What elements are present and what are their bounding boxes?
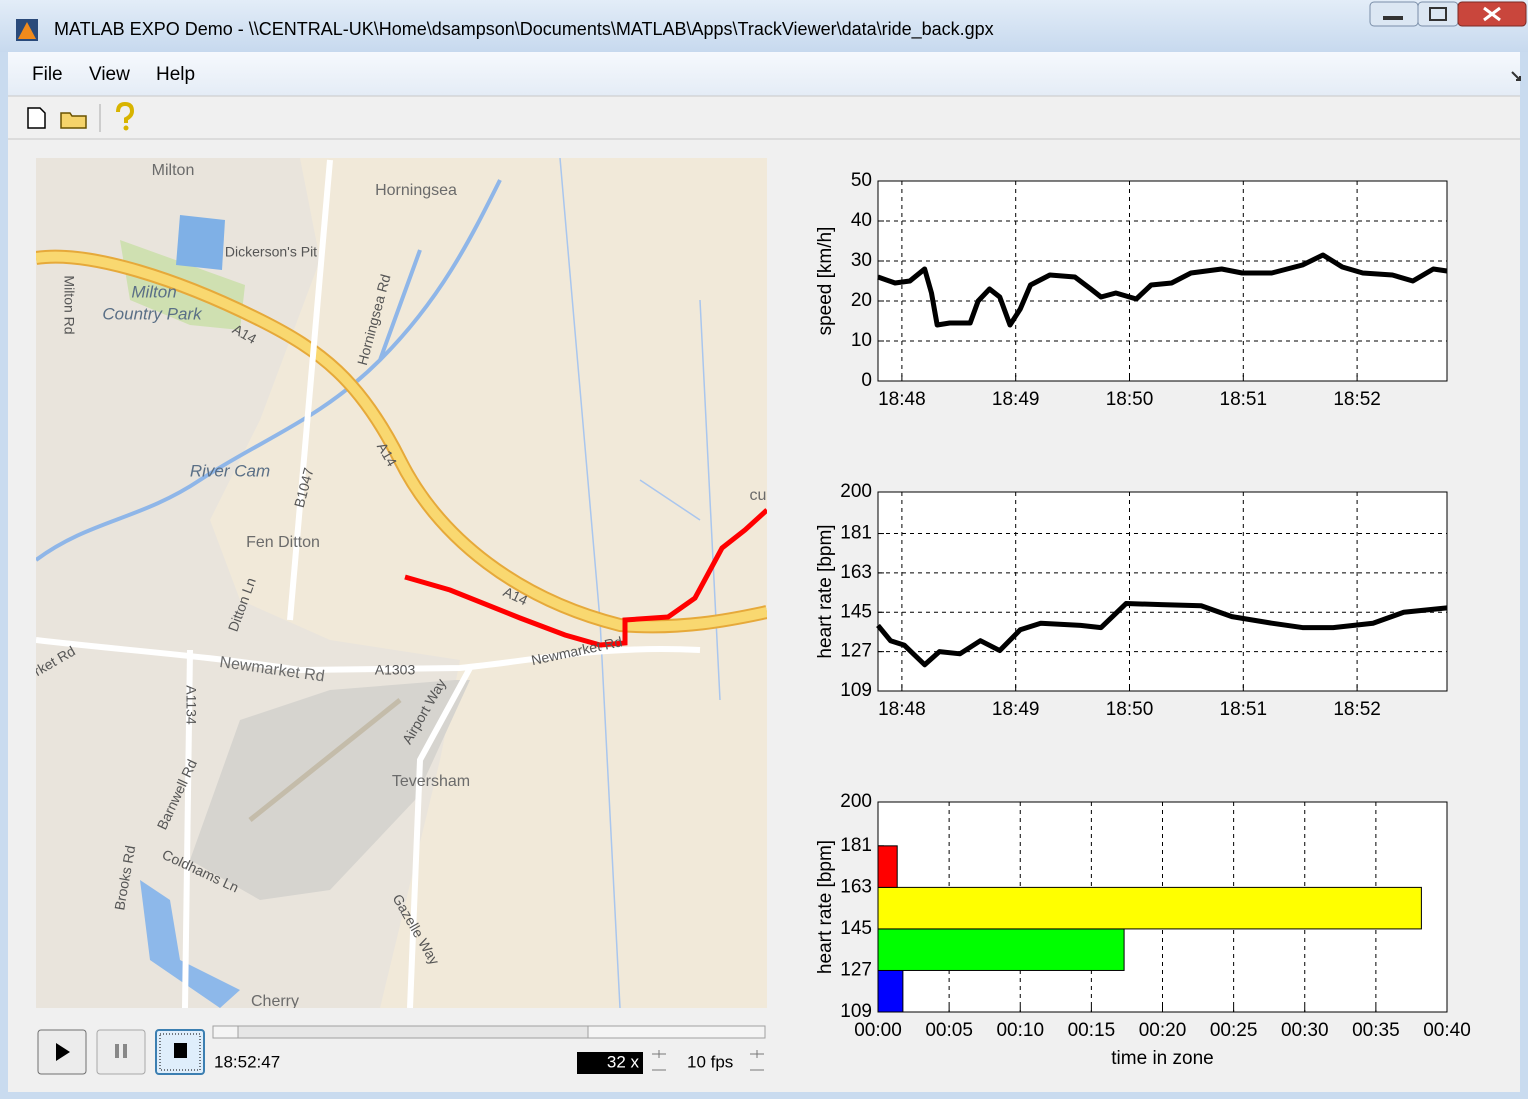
x-tick-label: 00:35: [1352, 1020, 1400, 1041]
map-label: A1303: [375, 662, 416, 678]
map-label: River Cam: [190, 461, 270, 480]
x-tick-label: 00:15: [1068, 1020, 1116, 1041]
menu-bar: [8, 52, 1520, 96]
menu-item[interactable]: Help: [156, 64, 195, 85]
x-tick-label: 18:49: [992, 389, 1040, 410]
map-label: A1134: [183, 685, 199, 725]
minimize-button[interactable]: [1370, 2, 1418, 26]
y-tick-label: 145: [840, 601, 872, 622]
lake: [176, 215, 225, 270]
x-axis-label: time in zone: [1111, 1048, 1213, 1069]
x-tick-label: 00:30: [1281, 1020, 1329, 1041]
pause-icon: [123, 1044, 127, 1058]
x-tick-label: 18:51: [1220, 699, 1268, 720]
x-tick-label: 00:25: [1210, 1020, 1258, 1041]
x-tick-label: 00:10: [996, 1020, 1044, 1041]
maximize-button[interactable]: [1418, 2, 1458, 26]
y-tick-label: 20: [851, 290, 872, 311]
y-tick-label: 181: [840, 523, 872, 544]
y-tick-label: 163: [840, 876, 872, 897]
y-tick-label: 127: [840, 641, 872, 662]
window: MATLAB EXPO Demo - \\CENTRAL-UK\Home\dsa…: [0, 0, 1528, 1099]
y-tick-label: 200: [840, 791, 872, 812]
bar: [878, 929, 1124, 971]
x-tick-label: 18:52: [1333, 389, 1381, 410]
page: MATLAB EXPO Demo - \\CENTRAL-UK\Home\dsa…: [0, 0, 1528, 1099]
map-label: Dickerson's Pit: [225, 244, 317, 260]
y-tick-label: 181: [840, 835, 872, 856]
x-tick-label: 18:52: [1333, 699, 1381, 720]
y-tick-label: 109: [840, 680, 872, 701]
y-tick-label: 163: [840, 562, 872, 583]
map-label: Teversham: [392, 773, 470, 790]
plot-area: [878, 181, 1447, 381]
x-tick-label: 18:51: [1220, 389, 1268, 410]
minimize-icon: [1383, 16, 1403, 20]
x-tick-label: 18:50: [1106, 389, 1154, 410]
x-tick-label: 18:49: [992, 699, 1040, 720]
x-tick-label: 00:20: [1139, 1020, 1187, 1041]
slider-thumb[interactable]: [238, 1026, 588, 1038]
speed-value: 32 x: [607, 1052, 640, 1071]
y-tick-label: 200: [840, 481, 872, 502]
map-label: Milton: [152, 162, 195, 179]
stop-icon: [174, 1043, 187, 1058]
map-label: Country Park: [102, 304, 203, 323]
y-tick-label: 145: [840, 918, 872, 939]
map-label: Fen Ditton: [246, 534, 320, 551]
bar: [878, 846, 897, 888]
y-tick-label: 109: [840, 1001, 872, 1022]
y-tick-label: 127: [840, 959, 872, 980]
help-dot: [124, 126, 129, 131]
pause-icon: [115, 1044, 119, 1058]
x-tick-label: 18:48: [878, 699, 926, 720]
y-axis-label: heart rate [bpm]: [815, 524, 836, 658]
y-axis-label: speed [km/h]: [815, 227, 836, 336]
x-tick-label: 00:05: [925, 1020, 973, 1041]
x-tick-label: 18:50: [1106, 699, 1154, 720]
y-tick-label: 50: [851, 170, 872, 191]
y-tick-label: 0: [861, 370, 872, 391]
menu-item[interactable]: View: [89, 64, 130, 85]
y-tick-label: 10: [851, 330, 872, 351]
map: Milton Horningsea Dickerson's Pit Milton…: [31, 158, 767, 1010]
map-label: Milton: [131, 282, 176, 301]
map-label: Milton Rd: [61, 275, 77, 334]
map-label: Cherry: [251, 993, 299, 1010]
x-tick-label: 18:48: [878, 389, 926, 410]
map-label: cu: [750, 487, 767, 504]
pause-button[interactable]: [97, 1030, 145, 1074]
current-time: 18:52:47: [214, 1052, 280, 1071]
menu-item[interactable]: File: [32, 64, 63, 85]
y-tick-label: 30: [851, 250, 872, 271]
x-tick-label: 00:00: [854, 1020, 902, 1041]
toolbar: [8, 97, 1520, 139]
new-button[interactable]: [28, 108, 45, 128]
x-tick-label: 00:40: [1423, 1020, 1471, 1041]
plot-area: [878, 492, 1447, 691]
window-title: MATLAB EXPO Demo - \\CENTRAL-UK\Home\dsa…: [54, 19, 994, 40]
bar: [878, 970, 903, 1012]
open-button[interactable]: [61, 113, 86, 128]
map-scroll: [767, 158, 782, 1008]
map-label: Horningsea: [375, 182, 457, 199]
bar: [878, 887, 1421, 929]
y-tick-label: 40: [851, 210, 872, 231]
y-axis-label: heart rate [bpm]: [815, 840, 836, 974]
fps-value: 10 fps: [687, 1052, 733, 1071]
